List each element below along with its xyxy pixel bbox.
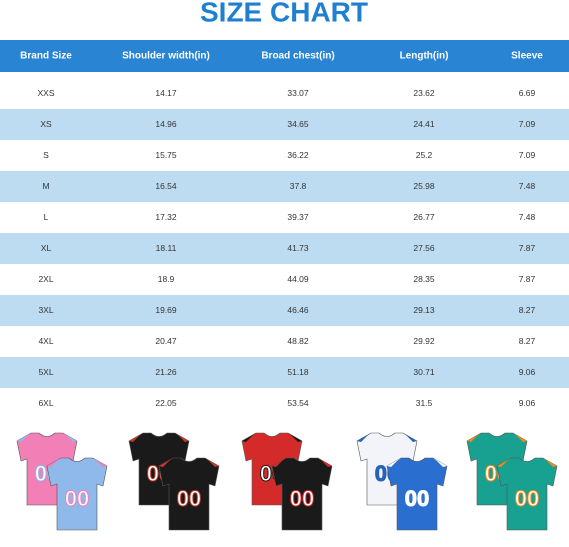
- cell: 15.75: [155, 150, 177, 160]
- cell: 33.07: [287, 88, 309, 98]
- cell: XXS: [37, 88, 54, 98]
- cell: XS: [40, 119, 52, 129]
- cell: 29.92: [413, 336, 435, 346]
- cell: 8.27: [519, 336, 536, 346]
- cell: 19.69: [155, 305, 177, 315]
- cell: 46.46: [287, 305, 309, 315]
- cell: 29.13: [413, 305, 435, 315]
- cell: 7.48: [519, 212, 536, 222]
- cell: 14.96: [155, 119, 177, 129]
- cell: 22.05: [155, 398, 177, 408]
- row-band: [0, 233, 569, 264]
- cell: 25.2: [416, 150, 433, 160]
- cell: 20.47: [155, 336, 177, 346]
- jersey-number: 00: [515, 486, 539, 511]
- header-cell: Shoulder width(in): [122, 51, 210, 62]
- cell: 7.48: [519, 181, 536, 191]
- header-cell: Brand Size: [20, 51, 72, 62]
- jersey: 00: [158, 457, 220, 531]
- cell: 4XL: [38, 336, 53, 346]
- jersey: 00: [496, 457, 558, 531]
- cell: 23.62: [413, 88, 435, 98]
- header-cell: Broad chest(in): [261, 51, 334, 62]
- cell: 7.09: [519, 119, 536, 129]
- cell: 30.71: [413, 367, 435, 377]
- cell: 44.09: [287, 274, 309, 284]
- jersey-body: [271, 457, 333, 531]
- cell: 25.98: [413, 181, 435, 191]
- cell: L: [44, 212, 49, 222]
- cell: M: [42, 181, 49, 191]
- jersey-number: 00: [405, 486, 429, 511]
- row-band: [0, 171, 569, 202]
- jersey-body: [496, 457, 558, 531]
- cell: 5XL: [38, 367, 53, 377]
- cell: 41.73: [287, 243, 309, 253]
- cell: 7.09: [519, 150, 536, 160]
- row-band: [0, 357, 569, 388]
- header-cell: Sleeve: [511, 51, 543, 62]
- cell: 6XL: [38, 398, 53, 408]
- jersey-body: [386, 457, 448, 531]
- title: SIZE CHART: [200, 0, 368, 27]
- cell: 53.54: [287, 398, 309, 408]
- jersey-body: [158, 457, 220, 531]
- cell: 21.26: [155, 367, 177, 377]
- cell: 7.87: [519, 243, 536, 253]
- jersey: 00: [271, 457, 333, 531]
- cell: 31.5: [416, 398, 433, 408]
- jersey: 00: [386, 457, 448, 531]
- jersey-body: [46, 457, 108, 531]
- jersey-number: 00: [65, 486, 89, 511]
- header-row: [0, 40, 569, 72]
- cell: 39.37: [287, 212, 309, 222]
- cell: 7.87: [519, 274, 536, 284]
- cell: 18.11: [156, 243, 177, 253]
- cell: 27.56: [413, 243, 435, 253]
- cell: 24.41: [413, 119, 435, 129]
- cell: 36.22: [287, 150, 309, 160]
- header-cell: Length(in): [400, 51, 449, 62]
- cell: 26.77: [413, 212, 435, 222]
- cell: 37.8: [290, 181, 307, 191]
- cell: 18.9: [158, 274, 175, 284]
- cell: 3XL: [38, 305, 53, 315]
- cell: 34.65: [287, 119, 309, 129]
- cell: XL: [41, 243, 52, 253]
- cell: 51.18: [287, 367, 309, 377]
- cell: 2XL: [38, 274, 53, 284]
- cell: 8.27: [519, 305, 536, 315]
- cell: 28.35: [413, 274, 435, 284]
- cell: 16.54: [155, 181, 177, 191]
- cell: S: [43, 150, 49, 160]
- cell: 17.32: [155, 212, 177, 222]
- jersey-number: 00: [177, 486, 201, 511]
- row-band: [0, 109, 569, 140]
- row-band: [0, 295, 569, 326]
- jersey-number: 00: [290, 486, 314, 511]
- cell: 9.06: [519, 398, 536, 408]
- cell: 9.06: [519, 367, 536, 377]
- cell: 14.17: [155, 88, 177, 98]
- cell: 48.82: [287, 336, 309, 346]
- jersey: 00: [46, 457, 108, 531]
- cell: 6.69: [519, 88, 536, 98]
